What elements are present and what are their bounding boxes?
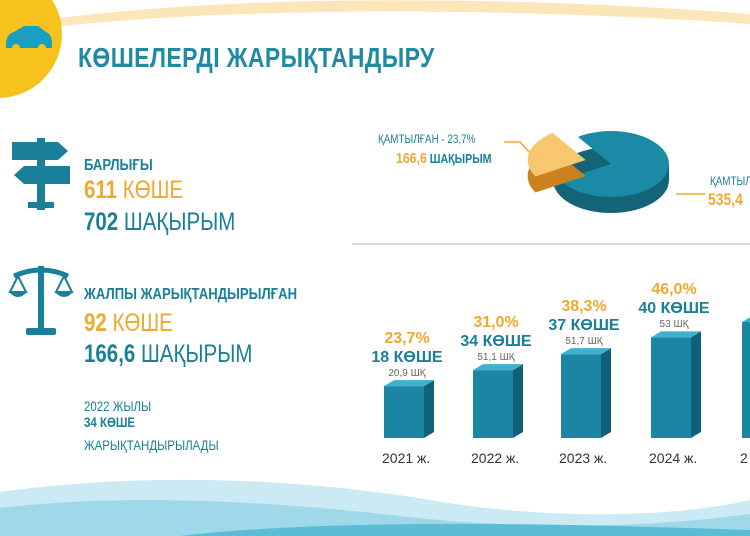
bar-year-label: 2: [740, 450, 748, 466]
bar-km-label: 53 ШҚ: [659, 319, 689, 331]
bar-percent-label: 23,7%: [384, 330, 430, 348]
pie-other-num: 535,4: [708, 190, 743, 209]
bar-top: [384, 380, 434, 387]
top-swoosh: [60, 0, 750, 26]
bar-km-label: 51,7 ШҚ: [565, 336, 603, 348]
lit-km-unit: ШАҚЫРЫМ: [141, 340, 253, 368]
bar-count-label: 34 КӨШЕ: [460, 333, 532, 351]
pie-slice-other: [560, 130, 669, 197]
yellow-corner-circle: [0, 0, 62, 98]
total-streets-unit: КӨШЕ: [122, 176, 184, 204]
bar-year-label: 2022 ж.: [471, 450, 520, 466]
total-label: БАРЛЫҒЫ: [84, 157, 153, 174]
signpost-icon: [12, 138, 70, 210]
total-streets: 611 КӨШЕ: [84, 176, 183, 205]
bar-front: [742, 322, 750, 438]
car-icon: [6, 26, 52, 52]
bar-top: [473, 364, 523, 371]
bar-km-label: 20,9 ШҚ: [388, 368, 426, 380]
lit-streets-unit: КӨШЕ: [112, 309, 173, 337]
note-text: ЖАРЫҚТАНДЫРЫЛАДЫ: [84, 437, 219, 453]
bar-year-label: 2024 ж.: [649, 450, 698, 466]
pie-covered-num: 166,6: [396, 150, 427, 167]
total-km-unit: ШАҚЫРЫМ: [123, 208, 236, 236]
total-streets-num: 611: [84, 176, 118, 204]
bar-side: [691, 331, 701, 438]
bar-percent-label: 4: [725, 266, 750, 284]
bar-percent-label: 31,0%: [473, 314, 519, 332]
bar-percent-label: 46,0%: [651, 281, 697, 299]
bar-front: [561, 354, 601, 438]
note-streets: 34 КӨШЕ: [84, 414, 136, 430]
bar-count-label: 40 КӨШЕ: [638, 300, 710, 318]
bar-top: [651, 331, 701, 338]
pie-slice-covered: [527, 132, 586, 177]
scales-icon: [8, 266, 74, 335]
lit-km: 166,6 ШАҚЫРЫМ: [84, 340, 252, 369]
bar-front: [384, 386, 424, 438]
wave-dark: [180, 523, 750, 536]
bar-count-label: 37 КӨШЕ: [548, 317, 620, 335]
note-year: 2022 ЖЫЛЫ: [84, 398, 152, 414]
bar-front: [651, 337, 691, 438]
page-title: КӨШЕЛЕРДІ ЖАРЫҚТАНДЫРУ: [78, 42, 435, 73]
pie-covered-unit: ШАҚЫРЫМ: [429, 151, 492, 166]
bar-top: [742, 317, 750, 322]
bar-side: [601, 348, 611, 438]
pie-other-label: ҚАМТЫЛ: [710, 174, 750, 188]
bar-percent-label: 38,3%: [561, 298, 607, 316]
total-km-num: 702: [84, 208, 119, 236]
lit-km-num: 166,6: [84, 340, 136, 368]
bar-side: [424, 380, 434, 438]
lit-streets-num: 92: [84, 309, 107, 337]
bar-count-label: 18 КӨШЕ: [371, 349, 443, 367]
bar-km-label: 51,1 ШҚ: [477, 352, 515, 364]
bar-side: [513, 364, 523, 438]
lit-label: ЖАЛПЫ ЖАРЫҚТАНДЫРЫЛҒАН: [84, 286, 298, 303]
bar-year-label: 2021 ж.: [382, 450, 431, 466]
bar-top: [561, 348, 611, 355]
lit-streets: 92 КӨШЕ: [84, 309, 173, 338]
pie-covered-label: ҚАМТЫЛҒАН - 23,7%: [378, 132, 476, 146]
total-km: 702 ШАҚЫРЫМ: [84, 208, 235, 237]
pie-covered-value: 166,6 ШАҚЫРЫМ: [396, 150, 492, 167]
bar-year-label: 2023 ж.: [559, 450, 608, 466]
bar-front: [473, 370, 513, 438]
